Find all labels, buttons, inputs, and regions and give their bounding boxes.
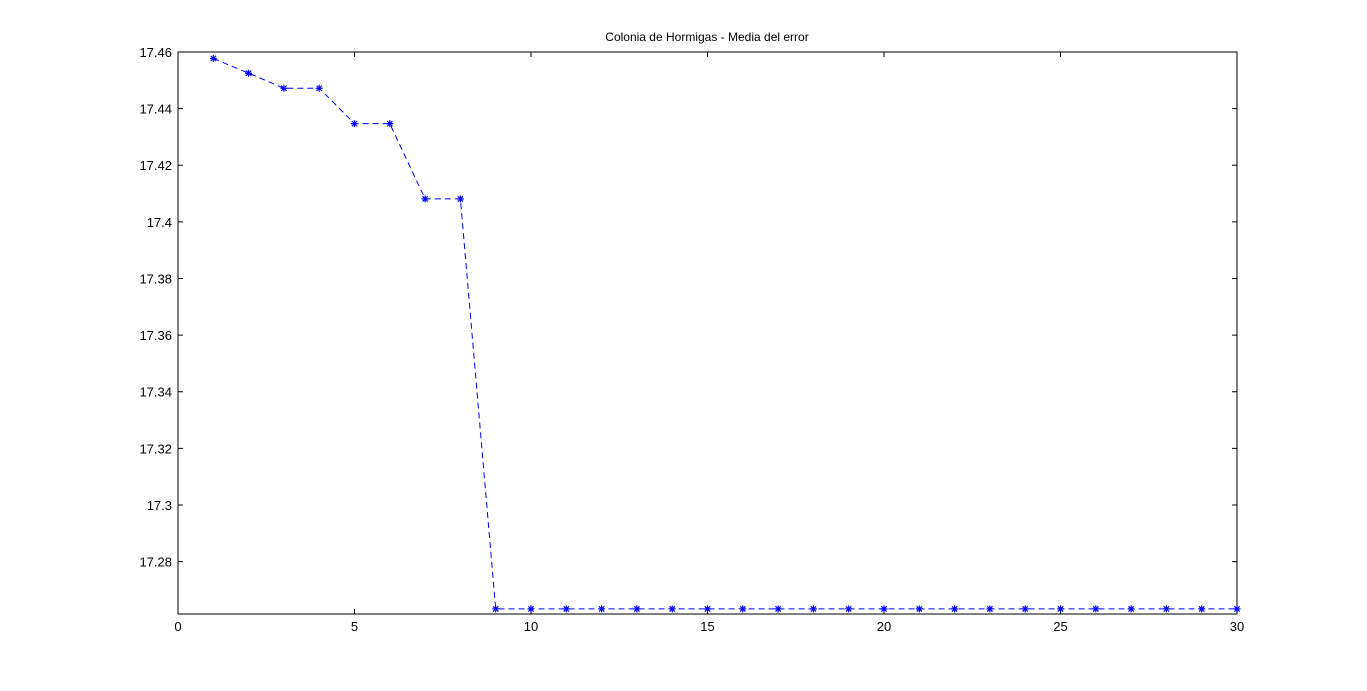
y-tick-label: 17.42 <box>139 158 172 173</box>
data-point-marker <box>315 84 323 92</box>
y-tick-label: 17.38 <box>139 271 172 286</box>
data-point-marker <box>386 120 394 128</box>
y-tick-label: 17.36 <box>139 328 172 343</box>
data-point-marker <box>1233 605 1241 613</box>
y-axis: 17.28 17.3 17.32 17.34 17.36 17.38 17.4 17.42 17… <box>139 45 1237 570</box>
data-point-marker <box>421 195 429 203</box>
data-point-marker <box>986 605 994 613</box>
data-point-marker <box>598 605 606 613</box>
data-point-marker <box>492 605 500 613</box>
data-point-marker <box>245 69 253 77</box>
y-tick-label: 17.3 <box>147 498 172 513</box>
data-point-marker <box>951 605 959 613</box>
data-point-marker <box>456 195 464 203</box>
data-point-marker <box>562 605 570 613</box>
data-point-marker <box>351 120 358 128</box>
series-line <box>213 58 1237 610</box>
x-tick-label: 25 <box>1053 619 1067 634</box>
data-point-marker <box>739 605 747 613</box>
data-point-marker <box>880 605 888 613</box>
data-point-marker <box>209 55 217 63</box>
data-point-marker <box>633 605 641 613</box>
data-point-marker <box>1057 605 1064 613</box>
data-point-marker <box>1092 605 1100 613</box>
data-point-marker <box>1127 605 1135 613</box>
series-group <box>209 55 1241 613</box>
y-tick-label: 17.32 <box>139 441 172 456</box>
data-point-marker <box>527 605 535 613</box>
data-point-marker <box>1162 605 1170 613</box>
x-tick-label: 0 <box>174 619 181 634</box>
y-tick-label: 17.4 <box>147 215 172 230</box>
data-point-marker <box>280 84 288 92</box>
chart-title: Colonia de Hormigas - Media del error <box>605 30 808 44</box>
data-point-marker <box>845 605 853 613</box>
data-point-marker <box>915 605 923 613</box>
y-tick-label: 17.46 <box>139 45 172 60</box>
y-tick-label: 17.28 <box>139 555 172 570</box>
data-point-marker <box>809 605 817 613</box>
plot-area <box>177 51 1238 615</box>
data-point-marker <box>1021 605 1029 613</box>
y-tick-label: 17.34 <box>139 385 172 400</box>
x-tick-label: 15 <box>700 619 714 634</box>
data-point-marker <box>774 605 782 613</box>
data-point-marker <box>668 605 676 613</box>
x-tick-label: 5 <box>351 619 358 634</box>
data-point-marker <box>1198 605 1206 613</box>
x-tick-label: 10 <box>524 619 538 634</box>
y-tick-label: 17.44 <box>139 102 172 117</box>
x-tick-label: 20 <box>877 619 891 634</box>
data-point-marker <box>704 605 711 613</box>
x-tick-label: 30 <box>1230 619 1244 634</box>
